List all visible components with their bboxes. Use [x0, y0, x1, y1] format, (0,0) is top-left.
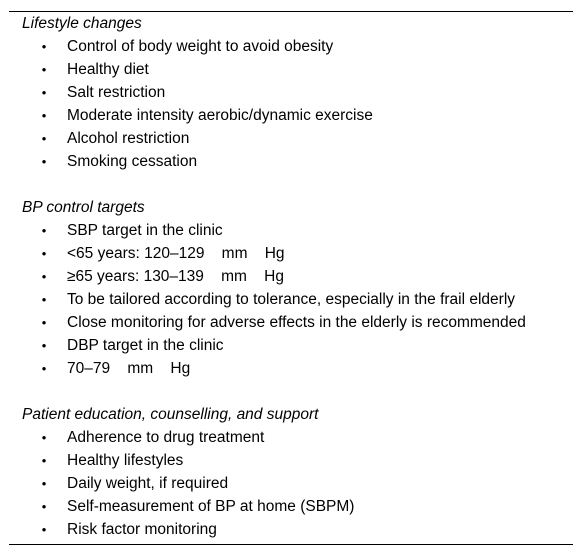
bullet-icon: •: [41, 62, 47, 77]
list-item-text: Smoking cessation: [67, 153, 198, 170]
list-item-text: Moderate intensity aerobic/dynamic exerc…: [67, 107, 373, 124]
list-item-text: SBP target in the clinic: [67, 222, 223, 239]
list-item-text: DBP target in the clinic: [67, 337, 224, 354]
list-item: • Risk factor monitoring: [9, 518, 573, 541]
bullet-icon: •: [41, 430, 47, 445]
list-item: • Healthy diet: [9, 58, 573, 81]
list-item: • DBP target in the clinic: [9, 334, 573, 357]
bullet-icon: •: [41, 292, 47, 307]
bullet-icon: •: [41, 39, 47, 54]
list-item: • Moderate intensity aerobic/dynamic exe…: [9, 104, 573, 127]
bullet-icon: •: [41, 223, 47, 238]
bullet-icon: •: [41, 108, 47, 123]
list-item-text: 70–79 mm Hg: [67, 360, 191, 377]
list-item: • SBP target in the clinic: [9, 219, 573, 242]
list-item: • Close monitoring for adverse effects i…: [9, 311, 573, 334]
list-item: • <65 years: 120–129 mm Hg: [9, 242, 573, 265]
list-item-text: <65 years: 120–129 mm Hg: [67, 245, 285, 262]
list-item: • Self-measurement of BP at home (SBPM): [9, 495, 573, 518]
list-item-text: Self-measurement of BP at home (SBPM): [67, 498, 355, 515]
bullet-icon: •: [41, 476, 47, 491]
list-item-text: ≥65 years: 130–139 mm Hg: [67, 268, 284, 285]
section-title: BP control targets: [22, 199, 145, 216]
list-item: • Smoking cessation: [9, 150, 573, 173]
list-item: • 70–79 mm Hg: [9, 357, 573, 380]
bullet-icon: •: [41, 246, 47, 261]
list-item-text: Alcohol restriction: [67, 130, 190, 147]
list-item-text: Healthy diet: [67, 61, 149, 78]
list-item-text: Daily weight, if required: [67, 475, 229, 492]
list-item: • Control of body weight to avoid obesit…: [9, 35, 573, 58]
list-item-text: Adherence to drug treatment: [67, 429, 265, 446]
list-item-text: Healthy lifestyles: [67, 452, 184, 469]
bullet-icon: •: [41, 154, 47, 169]
list-item: • Salt restriction: [9, 81, 573, 104]
list-item-text: Control of body weight to avoid obesity: [67, 38, 334, 55]
bullet-icon: •: [41, 85, 47, 100]
list-item: • Daily weight, if required: [9, 472, 573, 495]
list-item-text: Close monitoring for adverse effects in …: [67, 314, 526, 331]
bullet-icon: •: [41, 499, 47, 514]
list-item: • To be tailored according to tolerance,…: [9, 288, 573, 311]
list-item: • Alcohol restriction: [9, 127, 573, 150]
bullet-icon: •: [41, 338, 47, 353]
bullet-icon: •: [41, 453, 47, 468]
list-item: • ≥65 years: 130–139 mm Hg: [9, 265, 573, 288]
bullet-icon: •: [41, 131, 47, 146]
bullet-icon: •: [41, 361, 47, 376]
list-item-text: To be tailored according to tolerance, e…: [67, 291, 516, 308]
section-title: Patient education, counselling, and supp…: [22, 406, 319, 423]
list-item-text: Salt restriction: [67, 84, 166, 101]
recommendations-table: Lifestyle changes • Control of body weig…: [9, 11, 573, 545]
list-item-text: Risk factor monitoring: [67, 521, 217, 538]
section-title: Lifestyle changes: [22, 15, 142, 32]
bullet-icon: •: [41, 315, 47, 330]
list-item: • Healthy lifestyles: [9, 449, 573, 472]
list-item: • Adherence to drug treatment: [9, 426, 573, 449]
bullet-icon: •: [41, 269, 47, 284]
bullet-icon: •: [41, 522, 47, 537]
